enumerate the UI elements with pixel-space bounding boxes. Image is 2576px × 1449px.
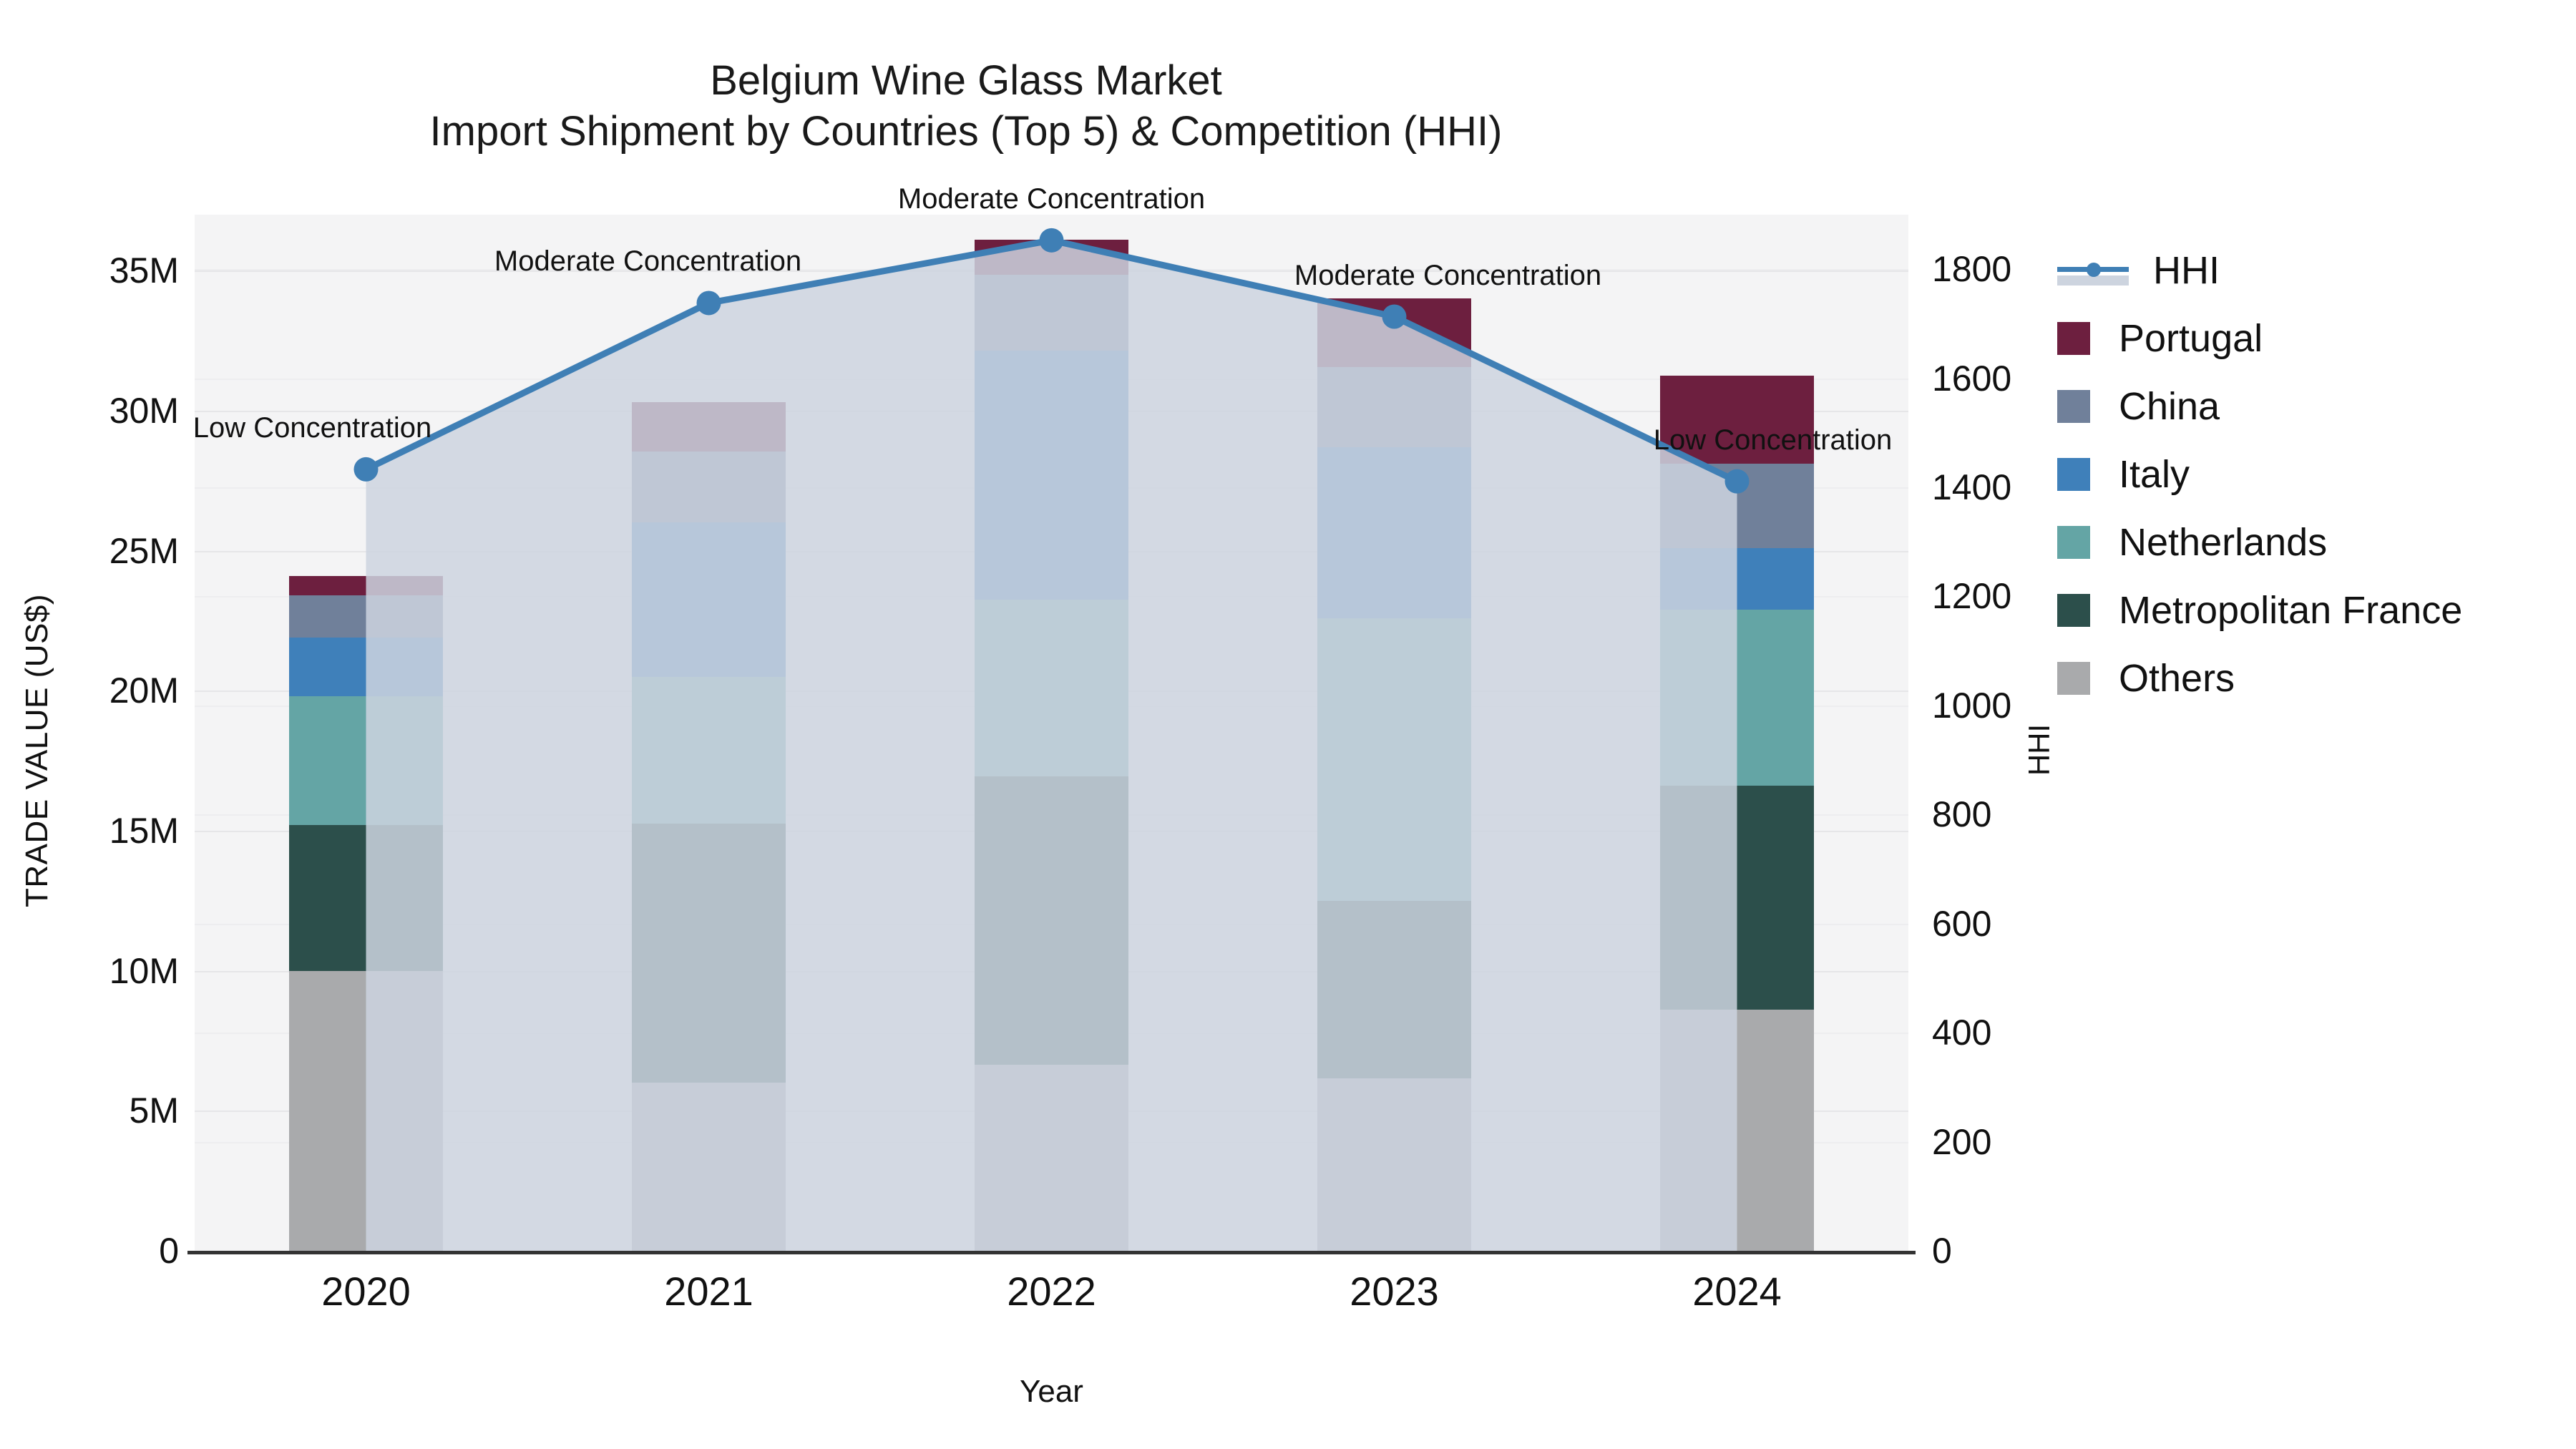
legend-swatch-icon bbox=[2057, 661, 2090, 695]
annotation-2023: Moderate Concentration bbox=[1294, 259, 1602, 291]
y-tick-label-right: 1200 bbox=[1932, 576, 2012, 617]
x-tick-label-2023: 2023 bbox=[1350, 1269, 1439, 1314]
legend-swatch-icon bbox=[2057, 321, 2090, 355]
legend-item-italy[interactable]: Italy bbox=[2057, 440, 2558, 508]
hhi-series bbox=[353, 228, 1750, 1251]
y-tick-label-right: 0 bbox=[1932, 1231, 1952, 1271]
bar-segment bbox=[1660, 376, 1814, 464]
chart-title-main: Belgium Wine Glass Market bbox=[710, 57, 1222, 104]
hhi-marker[interactable] bbox=[1724, 469, 1750, 494]
hhi-area bbox=[366, 240, 1737, 1251]
legend-swatch-icon bbox=[2057, 525, 2090, 559]
y-tick-label-left: 5M bbox=[129, 1091, 179, 1131]
legend-swatch-icon bbox=[2057, 389, 2090, 423]
annotation-2020: Low Concentration bbox=[192, 411, 432, 444]
annotation-2022: Moderate Concentration bbox=[897, 182, 1206, 215]
legend-label: HHI bbox=[2153, 248, 2220, 292]
y-tick-label-left: 20M bbox=[109, 670, 179, 711]
x-tick-label-2024: 2024 bbox=[1692, 1269, 1782, 1314]
legend-label: China bbox=[2119, 384, 2220, 428]
y-tick-label-left: 0 bbox=[159, 1231, 179, 1271]
x-axis-line bbox=[187, 1251, 1916, 1254]
y-axis-left-ticks: 0 5M 10M 15M 20M 25M 30M 35M bbox=[0, 0, 180, 1449]
page-title: Belgium Wine Glass Market Import Shipmen… bbox=[0, 56, 1932, 157]
x-tick-label-2020: 2020 bbox=[321, 1269, 411, 1314]
legend-label: Portugal bbox=[2119, 316, 2263, 360]
y-tick-label-right: 1800 bbox=[1932, 249, 2012, 290]
y-tick-label-left: 25M bbox=[109, 530, 179, 571]
y-tick-label-left: 30M bbox=[109, 390, 179, 431]
hhi-marker[interactable] bbox=[1039, 228, 1064, 253]
legend-label: Metropolitan France bbox=[2119, 588, 2463, 632]
legend-swatch-icon bbox=[2057, 457, 2090, 491]
y-tick-label-left: 10M bbox=[109, 950, 179, 991]
hhi-marker[interactable] bbox=[1382, 304, 1407, 329]
legend-item-portugal[interactable]: Portugal bbox=[2057, 304, 2558, 372]
y-tick-label-right: 1000 bbox=[1932, 685, 2012, 726]
legend: HHI Portugal China Italy Netherlands Metropol… bbox=[2057, 236, 2558, 712]
y-tick-label-right: 800 bbox=[1932, 794, 1992, 835]
y-tick-label-left: 35M bbox=[109, 250, 179, 291]
legend-label: Netherlands bbox=[2119, 520, 2328, 564]
x-axis-title: Year bbox=[1020, 1374, 1083, 1409]
hhi-marker[interactable] bbox=[696, 291, 721, 316]
annotation-2021: Moderate Concentration bbox=[494, 245, 802, 278]
x-tick-label-2021: 2021 bbox=[664, 1269, 753, 1314]
legend-line-marker-icon bbox=[2057, 254, 2129, 287]
y-tick-label-right: 400 bbox=[1932, 1013, 1992, 1053]
legend-swatch-icon bbox=[2057, 593, 2090, 627]
y-tick-label-right: 1400 bbox=[1932, 467, 2012, 508]
legend-item-china[interactable]: China bbox=[2057, 372, 2558, 440]
legend-label: Others bbox=[2119, 656, 2235, 700]
legend-item-netherlands[interactable]: Netherlands bbox=[2057, 508, 2558, 576]
y-axis-right-ticks: 0 200 400 600 800 1000 1200 1400 1600 1800 bbox=[1925, 0, 2111, 1449]
legend-item-hhi[interactable]: HHI bbox=[2057, 236, 2558, 304]
hhi-marker[interactable] bbox=[353, 457, 379, 482]
chart-title-sub: Import Shipment by Countries (Top 5) & C… bbox=[429, 107, 1503, 155]
y-tick-label-right: 1600 bbox=[1932, 358, 2012, 399]
x-tick-label-2022: 2022 bbox=[1007, 1269, 1096, 1314]
legend-item-metropolitan-france[interactable]: Metropolitan France bbox=[2057, 576, 2558, 644]
y-tick-label-left: 15M bbox=[109, 810, 179, 851]
legend-label: Italy bbox=[2119, 452, 2190, 496]
y-tick-label-right: 200 bbox=[1932, 1121, 1992, 1162]
annotation-2024: Low Concentration bbox=[1653, 424, 1893, 456]
y-tick-label-right: 600 bbox=[1932, 903, 1992, 944]
legend-item-others[interactable]: Others bbox=[2057, 644, 2558, 712]
